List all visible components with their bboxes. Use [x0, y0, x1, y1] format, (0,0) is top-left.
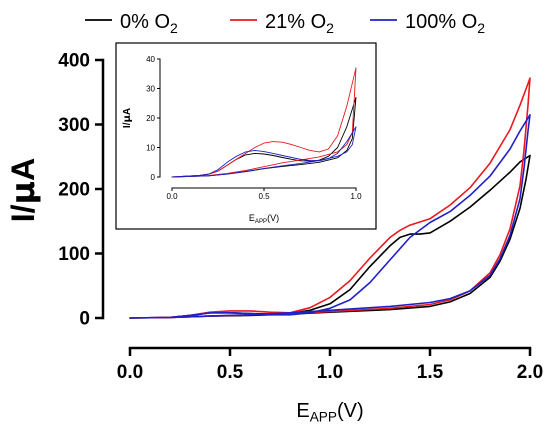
inset-x-axis-label-sub: APP — [255, 218, 267, 225]
main-x-axis-label: EAPP(V) — [296, 400, 363, 424]
legend-label-text-2: 100% O — [405, 11, 477, 33]
inset-x-axis-label: EAPP(V) — [249, 213, 279, 225]
legend-label-0: 0% O2 — [120, 11, 178, 36]
inset-y-axis-label-main: I/ — [122, 122, 133, 128]
main-x-tick-label: 1.0 — [317, 362, 343, 383]
inset-y-axis-label-unit: A — [122, 108, 133, 115]
inset-y-tick-label: 40 — [146, 55, 155, 64]
main-series-line-1 — [129, 77, 531, 319]
inset-y-tick-label: 10 — [146, 143, 155, 152]
main-y-tick-label: 200 — [58, 180, 90, 201]
inset-y-tick-label: 30 — [146, 84, 155, 93]
inset-frame — [115, 42, 377, 230]
inset-plot-group: 0 10 20 30 40 0.0 0.5 1.0 I/μA EAPP(V) — [122, 55, 362, 225]
main-x-axis-label-unit: (V) — [337, 400, 364, 422]
main-y-tick-label: 100 — [58, 244, 90, 265]
legend-label-sub-1: 2 — [326, 20, 334, 36]
inset-y-axis-label: I/μA — [122, 108, 133, 128]
main-series-line-2 — [129, 114, 531, 319]
legend-label-2: 100% O2 — [405, 11, 485, 36]
inset-x-axis-label-main: E — [249, 213, 255, 223]
legend-label-text-1: 21% O — [265, 11, 326, 33]
main-x-tick-label: 0.0 — [117, 362, 143, 383]
inset-y-tick-label: 0 — [151, 173, 156, 182]
legend-label-text-0: 0% O — [120, 11, 170, 33]
main-y-axis-label-main: I/ — [5, 204, 41, 222]
main-x-axis-label-main: E — [296, 400, 309, 422]
main-y-axis-label-mu: μ — [4, 181, 42, 205]
main-x-axis-label-sub: APP — [310, 409, 337, 424]
inset-x-tick-label: 1.0 — [350, 192, 362, 201]
inset-y-axis-label-mu: μ — [122, 115, 133, 123]
legend-label-sub-0: 2 — [170, 20, 178, 36]
inset-x-tick-label: 0.0 — [166, 192, 178, 201]
inset-x-tick-label: 0.5 — [258, 192, 270, 201]
inset-y-tick-label: 20 — [146, 114, 155, 123]
legend-label-sub-2: 2 — [477, 20, 485, 36]
main-y-tick-label: 0 — [79, 309, 90, 330]
main-x-tick-label: 1.5 — [417, 362, 444, 383]
inset-series-line-1 — [171, 67, 357, 178]
inset-x-axis-label-unit: (V) — [267, 213, 279, 223]
legend-label-1: 21% O2 — [265, 11, 334, 36]
main-x-tick-label: 0.5 — [217, 362, 244, 383]
inset-series-line-2 — [171, 126, 357, 178]
main-y-axis-label-unit: A — [5, 158, 41, 181]
main-y-tick-label: 400 — [58, 51, 90, 72]
main-y-axis-label: I/μA — [4, 158, 42, 222]
main-y-tick-label: 300 — [58, 115, 90, 136]
main-x-tick-label: 2.0 — [517, 362, 543, 383]
